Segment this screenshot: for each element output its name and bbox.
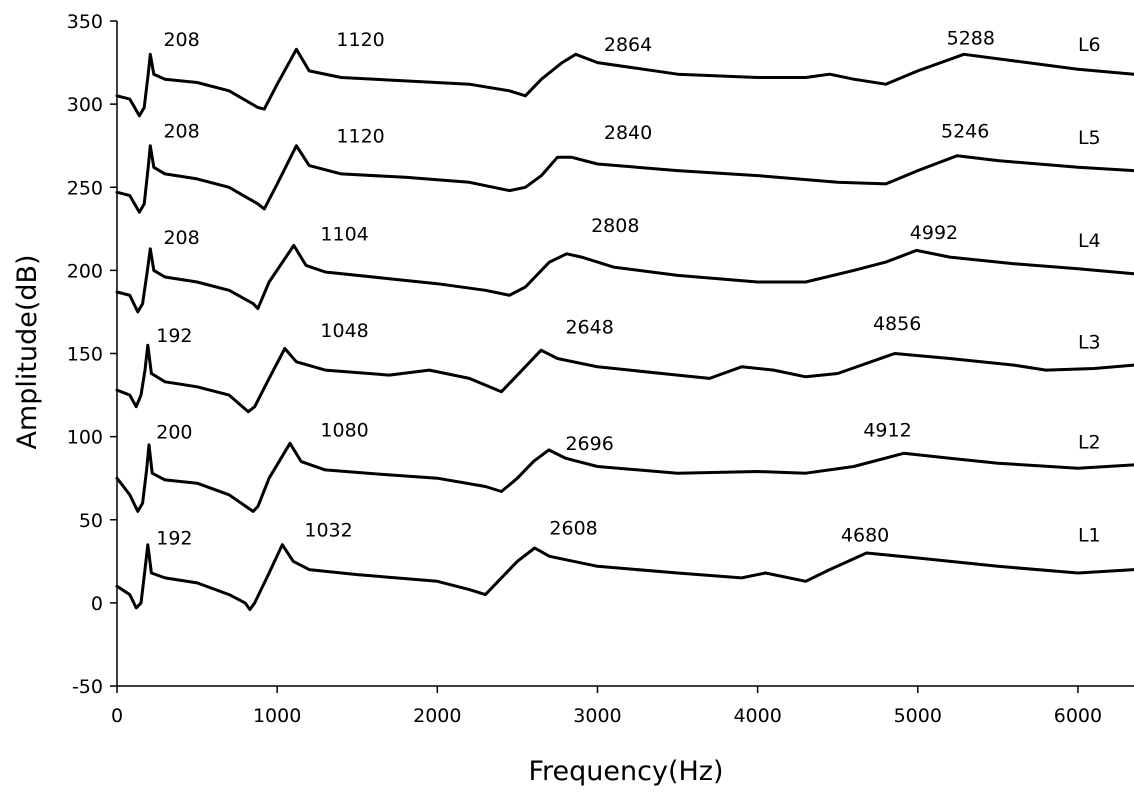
y-axis-title: Amplitude(dB) <box>12 254 43 449</box>
peak-label: 2608 <box>549 518 597 540</box>
annotations: 208 1120 2864 5288 L6 208 1120 2840 5246 L5 208 110… <box>156 27 1100 549</box>
series-line-l5 <box>115 144 1134 214</box>
y-tick-labels: -50 0 50 100 150 200 250 300 350 <box>67 11 103 698</box>
peak-label: 5288 <box>947 27 995 49</box>
peak-label: 1080 <box>320 420 368 442</box>
peak-label: 1032 <box>304 519 352 541</box>
peak-label: 4856 <box>873 313 921 335</box>
peak-label: 192 <box>156 325 192 347</box>
peak-label: 208 <box>163 120 199 142</box>
series-label: L3 <box>1078 332 1101 354</box>
series-line-l6 <box>115 47 1134 118</box>
series-line-l2 <box>115 441 1134 513</box>
peak-label: 5246 <box>941 120 989 142</box>
series-label: L5 <box>1078 127 1101 149</box>
x-axis-title: Frequency(Hz) <box>528 756 723 787</box>
y-tick-label: 100 <box>67 427 103 449</box>
x-tick-label: 4000 <box>733 705 781 727</box>
peak-label: 1104 <box>320 223 368 245</box>
peak-label: 1120 <box>336 125 384 147</box>
peak-label: 208 <box>163 227 199 249</box>
y-tick-label: 200 <box>67 260 103 282</box>
x-tick-label: 3000 <box>573 705 621 727</box>
peak-label: 4680 <box>841 524 889 546</box>
x-tick-label: 5000 <box>894 705 942 727</box>
series-label: L4 <box>1078 230 1101 252</box>
x-tick-label: 1000 <box>253 705 301 727</box>
y-tick-label: 0 <box>91 593 103 615</box>
peak-label: 1048 <box>320 320 368 342</box>
series-label: L6 <box>1078 34 1101 56</box>
y-tick-label: 50 <box>79 510 103 532</box>
peak-label: 2840 <box>604 122 652 144</box>
series-label: L2 <box>1078 431 1101 453</box>
peak-label: 2864 <box>604 34 652 56</box>
peak-label: 4912 <box>863 420 911 442</box>
peak-label: 2696 <box>565 433 613 455</box>
y-tick-label: 350 <box>67 11 103 33</box>
peak-label: 1120 <box>336 29 384 51</box>
peak-label: 200 <box>156 421 192 443</box>
y-tick-label: 250 <box>67 177 103 199</box>
peak-label: 192 <box>156 528 192 550</box>
peak-label: 2808 <box>591 215 639 237</box>
x-tick-label: 2000 <box>413 705 461 727</box>
peak-label: 4992 <box>910 222 958 244</box>
series-label: L1 <box>1078 524 1101 546</box>
x-tick-label: 6000 <box>1054 705 1102 727</box>
series-line-l3 <box>115 343 1134 414</box>
series-line-l4 <box>115 243 1134 314</box>
y-tick-label: -50 <box>72 676 103 698</box>
peak-label: 2648 <box>565 317 613 339</box>
tick-marks <box>110 20 1079 693</box>
series-lines <box>115 47 1134 611</box>
y-tick-label: 300 <box>67 94 103 116</box>
peak-label: 208 <box>163 29 199 51</box>
x-tick-label: 0 <box>111 705 123 727</box>
y-tick-label: 150 <box>67 344 103 366</box>
x-tick-labels: 0 1000 2000 3000 4000 5000 6000 <box>111 705 1102 727</box>
series-line-l1 <box>115 543 1134 611</box>
